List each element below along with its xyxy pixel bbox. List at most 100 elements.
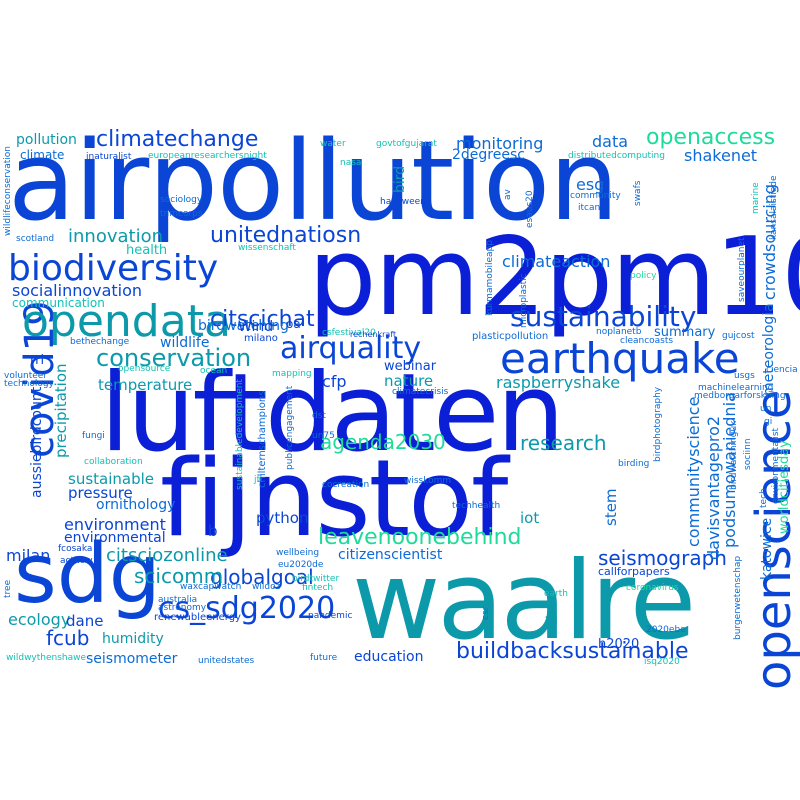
word-health: health [126,243,168,258]
word-gujcost: gujcost [722,331,755,341]
word-opensource: opensource [118,364,171,374]
word-distributedcomputing: distributedcomputing [568,151,665,161]
word-ai: ai [544,610,559,629]
word-globalgoal-2: globalgoal [210,565,314,589]
word-b: b [208,522,218,540]
word-airpollution: airpollution [8,117,619,245]
word-kurmamobileapp: kurmamobileapp [485,240,495,316]
word-leavenoonebehind: leavenoonebehind [318,525,522,550]
word-water: water [320,139,346,149]
word-collaboration: collaboration [84,457,143,467]
word-rri: rri [30,353,45,368]
word-ciencia: ciencia [766,365,798,375]
word-luftdaten: luftdaten [100,351,565,476]
word-2degreesc: 2degreesc [452,147,525,163]
word-astronomy: astronomy [158,603,207,613]
word-rechenkraft-2: rechenkraft [350,330,397,339]
word-burgerwetenschap: burgerwetenschap [733,555,743,640]
word-halloween: halloween [380,197,426,207]
word-tech: tech [759,488,769,508]
word-nature: nature [384,372,434,390]
word-kansalaistiede: kansalaistiede [769,175,779,241]
word-citizenscientist: citizenscientist [338,547,443,563]
word-fcosaka: fcosaka [58,544,93,554]
word-inaturalist: inaturalist [86,152,132,162]
word-seismometer: seismometer [86,651,178,667]
word-australia-2: australia [158,595,198,605]
word-esg: esg [576,175,605,194]
word-machinelearning: machinelearning [698,383,774,393]
word-earth: earth [544,589,568,599]
word-sdg: sdg [14,527,161,622]
word-medborgarforskning: medborgarforskning [694,391,786,401]
word-jfl: jfl [254,475,263,485]
word-h2020: h2020 [598,637,640,652]
word-climatechange: climatechange [96,127,259,152]
word-bird: bird [392,165,408,193]
word-education: education [354,649,424,665]
word-itcan: itcan [578,203,601,213]
word-stem: stem [602,488,620,526]
word-tree: tree [3,579,13,598]
word-un75: un75 [312,431,335,441]
word-temperature: temperature [98,376,193,394]
word-cs_sdg2020: cs_sdg2020 [158,591,336,626]
word-webinar: webinar [384,359,437,374]
word-microplastic: microplastic [519,273,529,328]
word-future: future [310,653,338,663]
word-birding: birding [618,459,650,469]
word-un: un [760,404,772,414]
word-fungi: fungi [82,431,105,441]
word-wildwythenshawe: wildwythenshawe [6,653,87,663]
word-communityscience: communityscience [684,396,703,547]
word-precipitation: precipitation [52,363,70,459]
word-research: research [520,431,607,455]
word-sociinn: sociinn [743,438,753,470]
word-europeanresearchersnight: europeanresearchersnight [148,151,267,161]
word-shakenet: shakenet [684,146,758,165]
word-oa: oa [286,317,301,331]
word-scicomm-2: scicomm [134,564,224,588]
word-mapping: mapping [272,369,312,379]
word-iot: iot [520,509,540,527]
word-renewableenergy: renewableenergy [154,612,241,623]
word-noplanetb: noplanetb [596,327,642,337]
word-chilternschampions: chilternschampions [257,390,268,488]
word-data: data [592,132,629,151]
word-eu2020de: eu2020de [278,560,324,570]
word-raspberryshake: raspberryshake [496,373,621,392]
word-usgs: usgs [734,371,755,381]
word-monitoring: monitoring [456,134,544,153]
word-community: community [570,191,621,201]
word-wind: Wind [238,319,274,335]
word-ecology: ecology [8,610,71,629]
word-sustainabledevelopment: sustainabledevelopment [235,379,245,490]
word-airquality: airquality [280,331,422,366]
word-birdtwitter: birdtwitter [292,574,340,584]
word-communication: communication [12,296,105,310]
word-policy: policy [630,271,657,281]
word-ornithology: ornithology [96,497,176,513]
word-wellbeing: wellbeing [276,548,320,558]
word-conservation: conservation [96,344,252,372]
word-2020ebe: 2020ebe [646,625,686,635]
word-python: python [256,509,309,527]
word-climatecrisis: climatecrisis [392,387,449,397]
word-summary: summary [654,325,716,340]
word-bethechange: bethechange [70,337,130,347]
word-nasa: nasa [340,158,362,168]
word-unitedstates: unitedstates [198,656,255,666]
word-marine: marine [751,182,761,214]
word-gi: gi [764,417,773,427]
word-wissenschaft: wissenschaft [238,243,296,253]
word-csfestival20: csfestival20 [322,328,376,338]
word-biodiversity: biodiversity [8,248,219,289]
word-dane: dane [66,612,104,630]
word-birdwatching: birdwatching [198,318,289,334]
word-sustainable: sustainable [68,470,154,488]
word-technology: technology [4,379,54,389]
word-environment: environment [64,515,166,534]
word-innovation: innovation [68,226,163,247]
word-earthquake: earthquake [500,334,740,383]
